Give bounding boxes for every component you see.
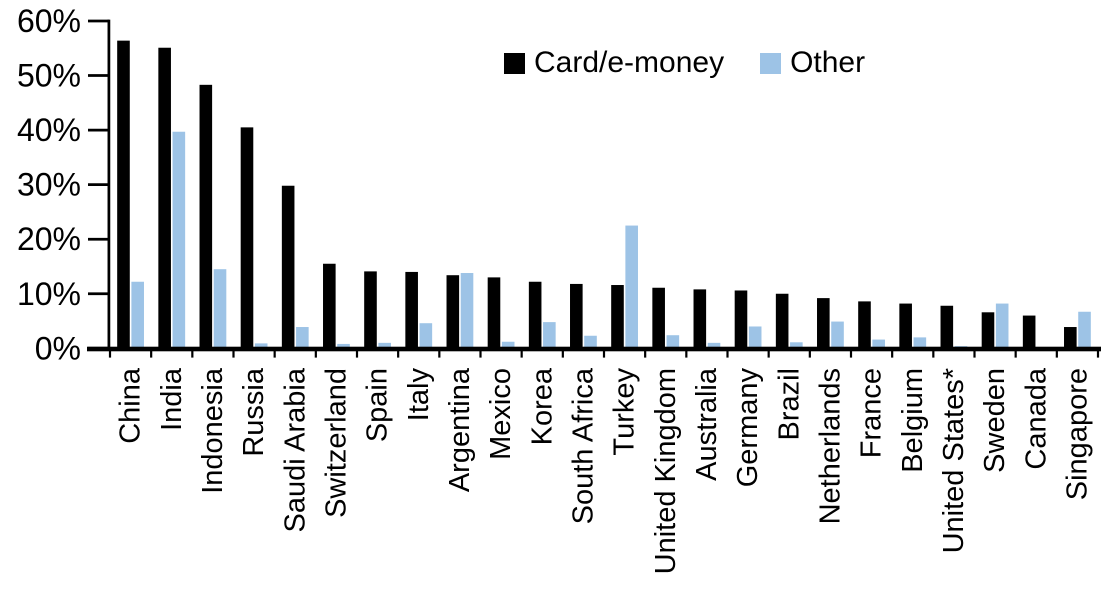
- y-tick-label: 10%: [17, 276, 81, 312]
- x-category-label-turkey: Turkey: [609, 368, 641, 456]
- bar-card-e-money-singapore: [1064, 327, 1077, 350]
- x-category-label-brazil: Brazil: [773, 368, 805, 441]
- bar-card-e-money-spain: [364, 271, 377, 350]
- bar-card-e-money-germany: [734, 290, 748, 350]
- x-category-label-united-kingdom: United Kingdom: [650, 368, 682, 574]
- bar-card-e-money-sweden: [981, 312, 995, 350]
- bar-other-indonesia: [213, 269, 227, 350]
- bar-card-e-money-switzerland: [323, 263, 336, 350]
- bar-other-france: [872, 339, 885, 350]
- bar-card-e-money-indonesia: [199, 84, 213, 350]
- bar-other-belgium: [913, 337, 927, 350]
- bar-other-saudi-arabia: [296, 327, 309, 350]
- bar-other-china: [131, 281, 144, 350]
- x-axis-line: [87, 346, 1101, 352]
- legend-item-other: Other: [760, 48, 865, 78]
- bar-card-e-money-russia: [240, 127, 254, 350]
- chart-legend: Card/e-money Other: [504, 48, 865, 78]
- x-category-label-canada: Canada: [1020, 367, 1052, 469]
- legend-item-card-e-money: Card/e-money: [504, 48, 724, 78]
- y-tick-label: 60%: [17, 3, 81, 39]
- bar-card-e-money-south-africa: [570, 283, 583, 350]
- x-category-label-korea: Korea: [526, 367, 558, 445]
- bar-card-e-money-india: [158, 47, 171, 350]
- bar-card-e-money-italy: [405, 271, 418, 350]
- x-category-label-belgium: Belgium: [897, 368, 929, 473]
- bar-other-singapore: [1078, 311, 1091, 350]
- bar-card-e-money-united-states: [940, 305, 954, 350]
- bar-other-mexico: [501, 341, 515, 350]
- bar-other-united-kingdom: [666, 335, 680, 350]
- bar-card-e-money-netherlands: [817, 298, 830, 350]
- bar-other-india: [172, 131, 186, 350]
- x-category-label-switzerland: Switzerland: [320, 368, 352, 518]
- x-category-label-south-africa: South Africa: [567, 367, 599, 524]
- x-category-label-india: India: [156, 367, 188, 431]
- x-category-label-argentina: Argentina: [444, 367, 476, 492]
- bar-card-e-money-argentina: [446, 275, 460, 350]
- bar-other-turkey: [625, 225, 638, 350]
- bar-other-netherlands: [831, 321, 844, 350]
- bar-card-e-money-korea: [528, 281, 542, 350]
- bar-card-e-money-belgium: [899, 303, 912, 350]
- y-tick-label: 0%: [35, 330, 81, 366]
- x-category-label-indonesia: Indonesia: [197, 367, 229, 494]
- bar-other-italy: [419, 323, 433, 350]
- x-category-label-germany: Germany: [732, 368, 764, 488]
- bar-card-e-money-china: [117, 40, 130, 350]
- bar-other-south-africa: [584, 335, 597, 350]
- bar-other-brazil: [790, 342, 803, 350]
- bar-other-russia: [254, 343, 268, 350]
- x-category-label-netherlands: Netherlands: [814, 368, 846, 524]
- y-tick-label: 20%: [17, 221, 81, 257]
- y-tick-label: 50%: [17, 58, 81, 94]
- legend-swatch-card-e-money-icon: [504, 52, 525, 74]
- x-category-label-sweden: Sweden: [979, 368, 1011, 473]
- bar-card-e-money-france: [858, 301, 871, 350]
- bar-other-germany: [748, 326, 762, 350]
- bar-card-e-money-turkey: [611, 285, 624, 350]
- x-category-label-spain: Spain: [362, 368, 394, 442]
- x-category-label-australia: Australia: [691, 367, 723, 481]
- bar-other-australia: [707, 342, 721, 350]
- bar-card-e-money-united-kingdom: [652, 287, 665, 350]
- y-tick-label: 40%: [17, 112, 81, 148]
- bar-other-spain: [378, 342, 391, 350]
- x-category-label-russia: Russia: [238, 367, 270, 457]
- x-category-label-france: France: [856, 368, 888, 458]
- bar-card-e-money-saudi-arabia: [281, 185, 295, 350]
- bar-other-sweden: [995, 303, 1009, 350]
- x-category-label-singapore: Singapore: [1061, 368, 1093, 500]
- y-tick-label: 30%: [17, 167, 81, 203]
- x-category-label-saudi-arabia: Saudi Arabia: [279, 367, 311, 532]
- bar-card-e-money-mexico: [487, 277, 501, 350]
- bar-other-argentina: [460, 273, 474, 350]
- x-category-label-china: China: [115, 367, 147, 444]
- legend-label-card-e-money: Card/e-money: [534, 46, 725, 79]
- bar-other-korea: [543, 322, 556, 350]
- legend-label-other: Other: [790, 46, 866, 79]
- x-category-label-italy: Italy: [403, 368, 435, 422]
- bar-card-e-money-brazil: [775, 293, 789, 350]
- x-category-label-mexico: Mexico: [485, 368, 517, 460]
- x-category-label-united-states: United States*: [938, 368, 970, 553]
- bar-card-e-money-canada: [1022, 315, 1036, 350]
- legend-swatch-other-icon: [760, 52, 782, 74]
- bar-card-e-money-australia: [693, 289, 707, 350]
